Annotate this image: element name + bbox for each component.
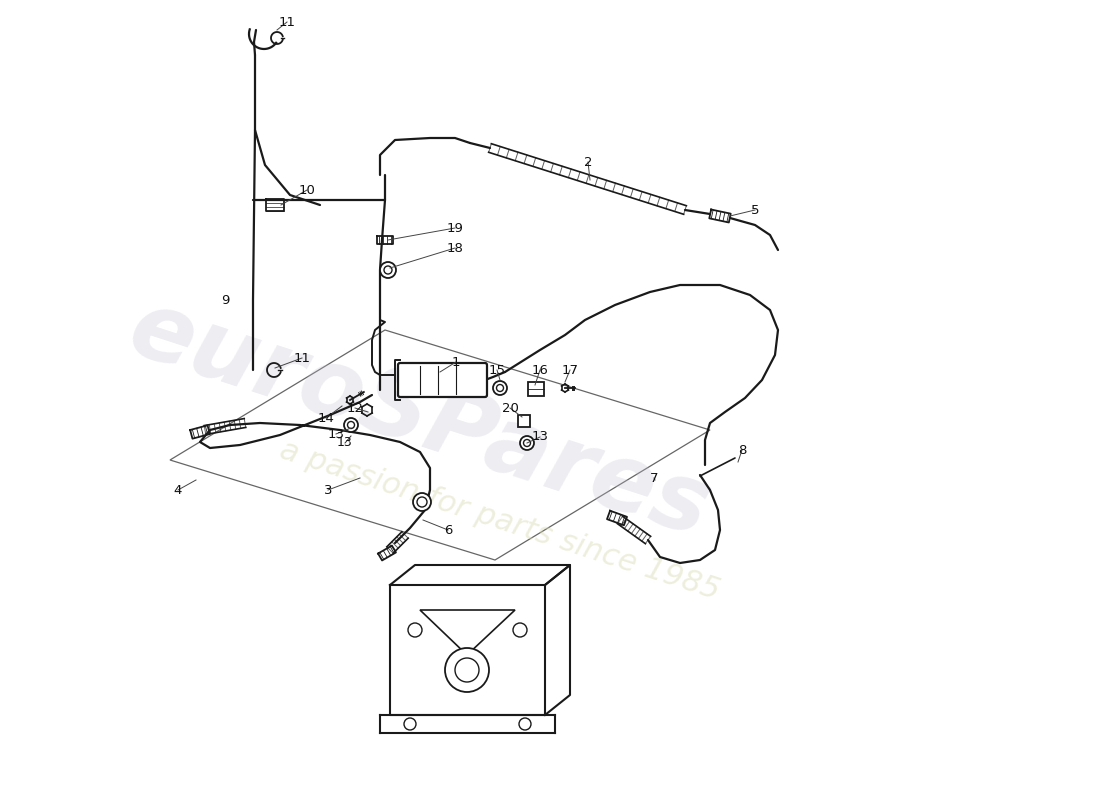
Circle shape [524, 439, 530, 446]
Polygon shape [420, 610, 515, 655]
Circle shape [520, 436, 534, 450]
Text: 6: 6 [443, 523, 452, 537]
Text: 13: 13 [337, 437, 353, 450]
Text: 4: 4 [174, 483, 183, 497]
Circle shape [496, 385, 504, 391]
Text: 7: 7 [650, 471, 658, 485]
Circle shape [417, 497, 427, 507]
Circle shape [493, 381, 507, 395]
Text: 9: 9 [221, 294, 229, 306]
Text: euroSPares: euroSPares [118, 282, 722, 558]
Circle shape [412, 493, 431, 511]
Text: 14: 14 [318, 411, 334, 425]
Circle shape [344, 418, 358, 432]
Text: 1: 1 [452, 355, 460, 369]
Text: 2: 2 [584, 155, 592, 169]
Text: 13: 13 [328, 427, 344, 441]
Circle shape [379, 262, 396, 278]
FancyBboxPatch shape [398, 363, 487, 397]
Circle shape [384, 266, 392, 274]
Text: 17: 17 [561, 363, 579, 377]
Text: 16: 16 [531, 363, 549, 377]
Circle shape [348, 422, 354, 429]
Text: 5: 5 [750, 203, 759, 217]
Text: 12: 12 [346, 402, 363, 414]
Bar [518, 415, 530, 427]
Circle shape [446, 648, 490, 692]
Text: 15: 15 [488, 363, 506, 377]
Text: 18: 18 [447, 242, 463, 254]
Text: a passion for parts since 1985: a passion for parts since 1985 [276, 435, 724, 605]
Bar [528, 382, 544, 396]
Circle shape [404, 718, 416, 730]
Text: 8: 8 [738, 443, 746, 457]
Circle shape [519, 718, 531, 730]
Text: 19: 19 [447, 222, 463, 234]
Text: 13: 13 [531, 430, 549, 443]
Text: 11: 11 [294, 351, 310, 365]
Circle shape [455, 658, 478, 682]
Circle shape [513, 623, 527, 637]
Text: 10: 10 [298, 183, 316, 197]
Text: 3: 3 [323, 483, 332, 497]
Text: 20: 20 [502, 402, 518, 414]
Text: 11: 11 [278, 15, 296, 29]
Circle shape [408, 623, 422, 637]
